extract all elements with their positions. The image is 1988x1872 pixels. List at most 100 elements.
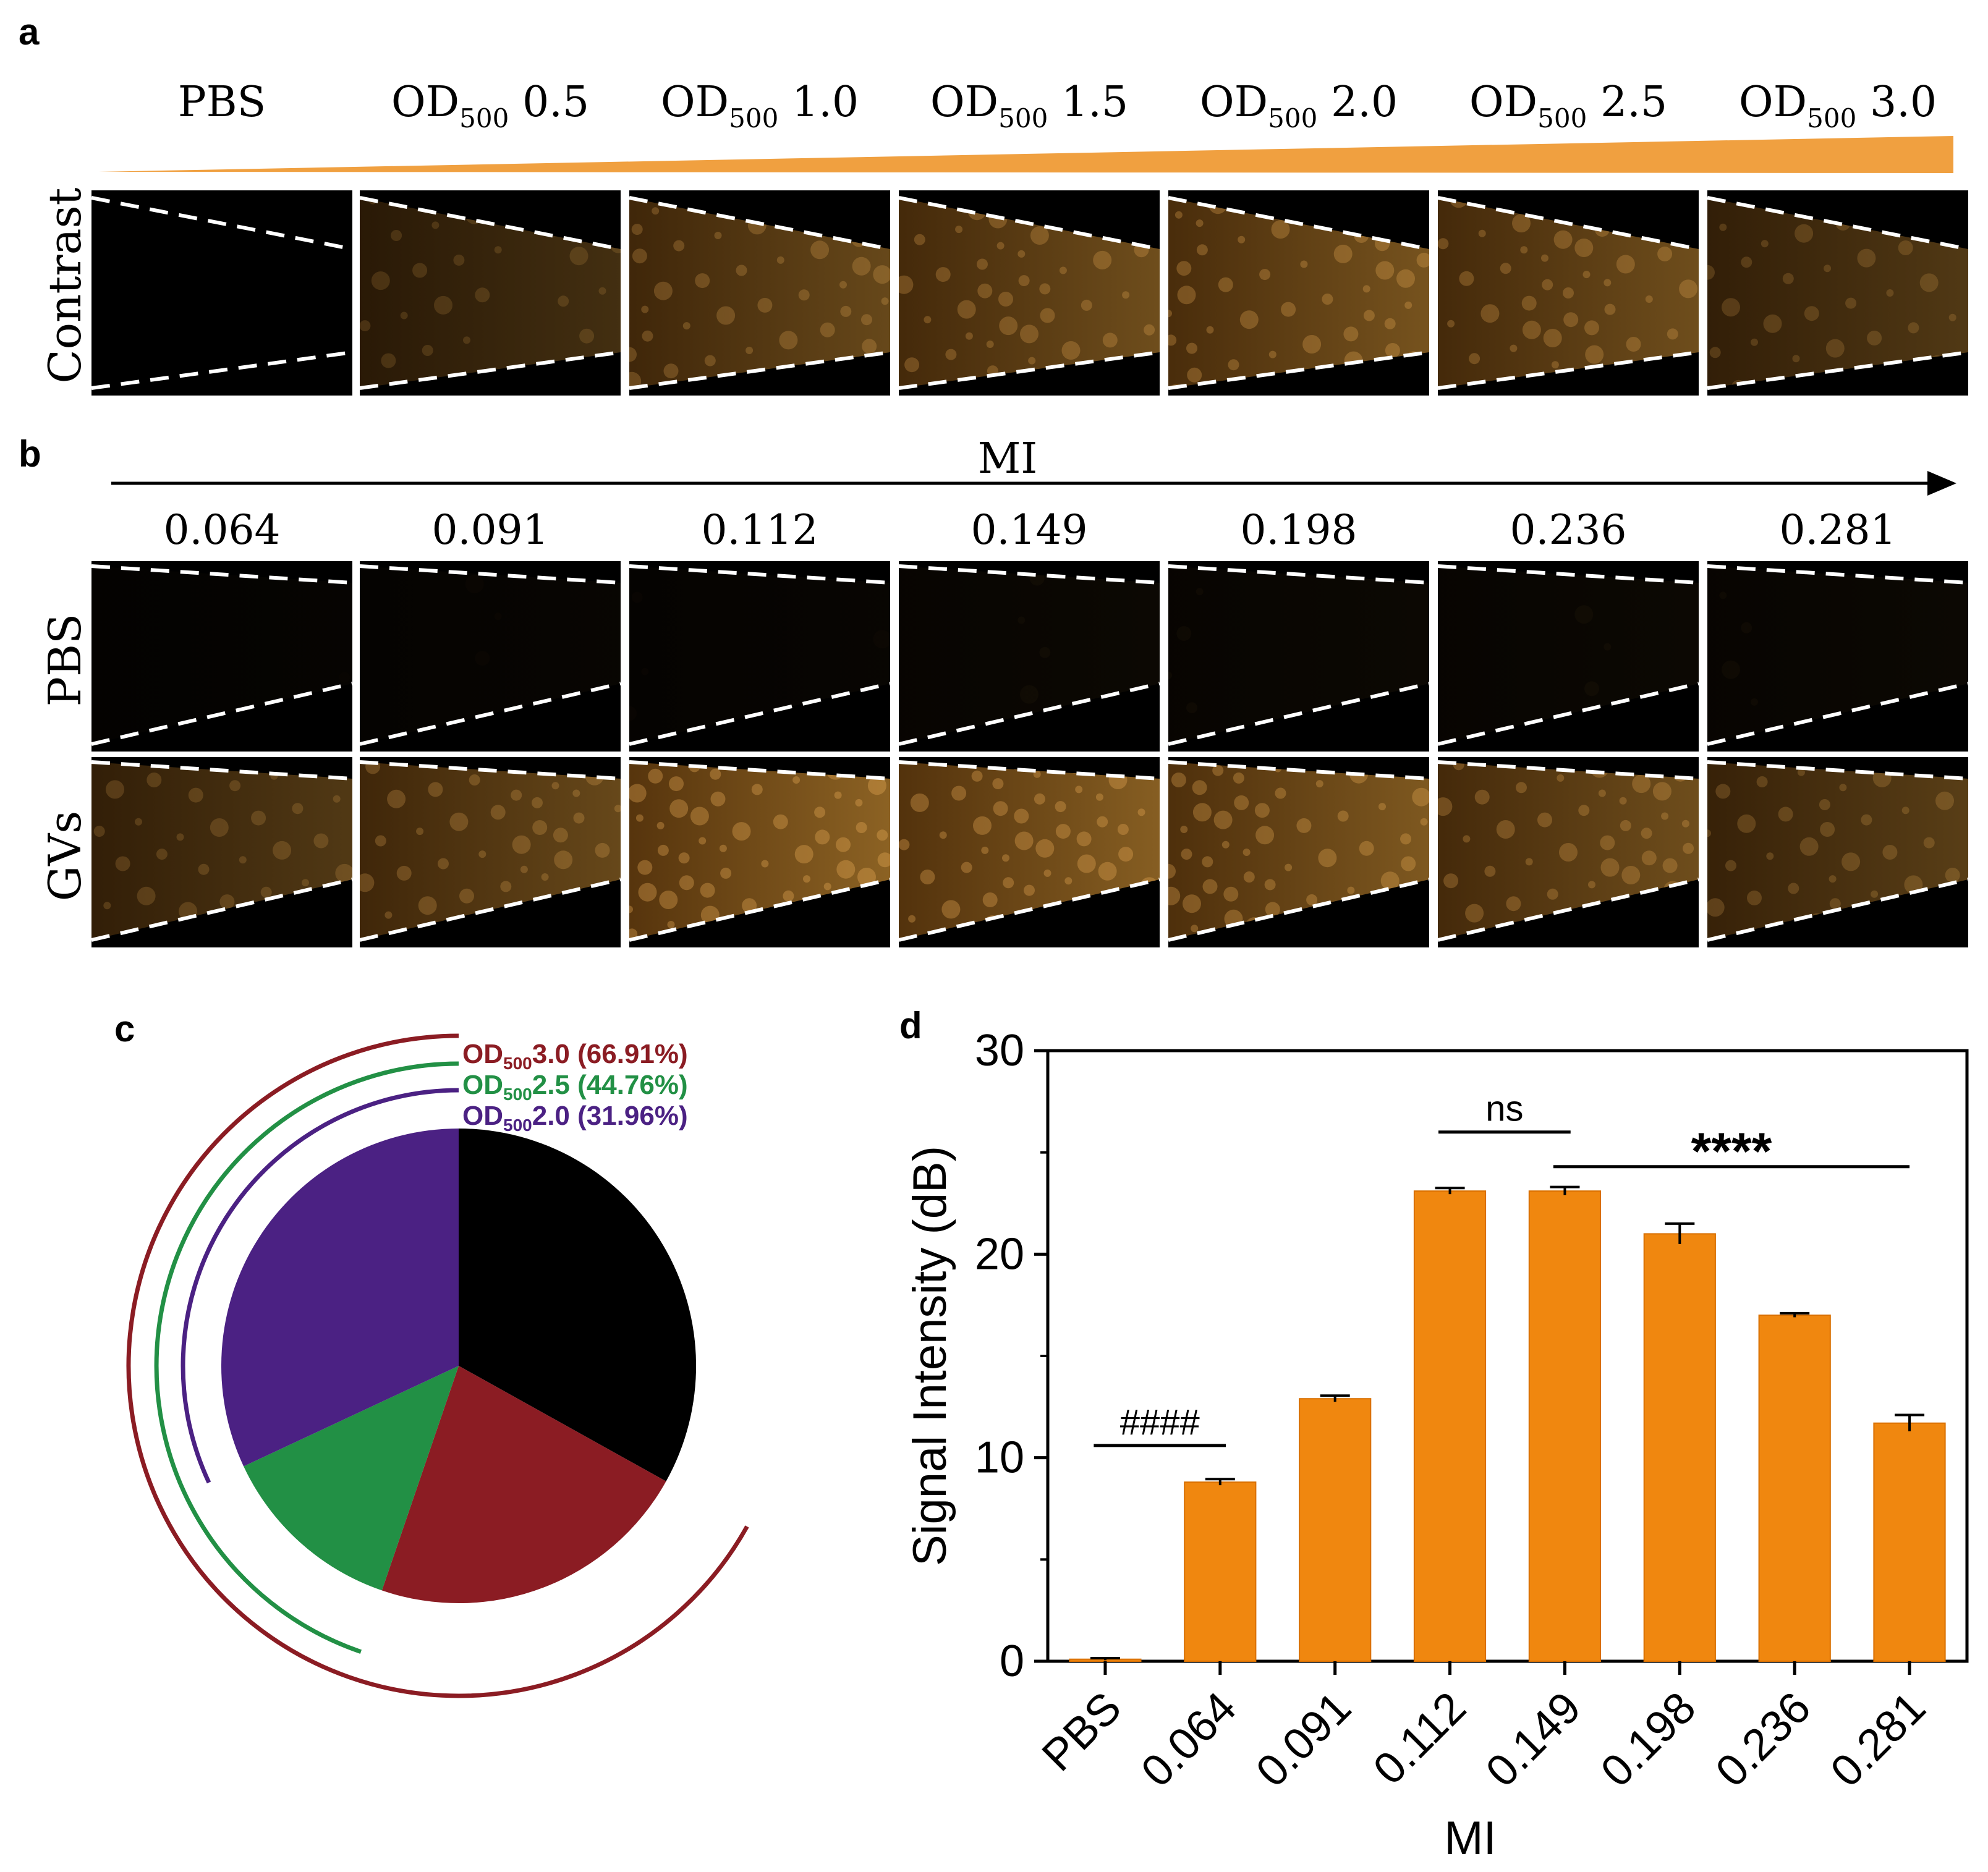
speckle [1271,220,1290,239]
speckle [1459,271,1474,286]
speckle [710,768,721,780]
speckle [1871,890,1879,898]
speckle [1553,230,1573,249]
upper-boundary [1168,760,1430,781]
mi-value: 0.149 [971,506,1088,554]
speckle [776,256,784,264]
speckle [999,316,1018,336]
speckle [1039,283,1051,295]
speckle [251,810,266,826]
speckle [416,828,424,836]
speckle [1359,841,1374,856]
speckle [1522,320,1541,339]
bar [1873,1422,1946,1662]
speckle [1183,894,1201,913]
speckle [1935,791,1954,810]
speckle [1196,219,1204,227]
ultrasound-image [1168,757,1430,947]
speckle [333,795,341,803]
speckle [899,839,910,850]
speckle [622,706,637,721]
speckle [1186,702,1197,713]
cumulative-arcs [126,1033,749,1698]
speckle [1259,269,1271,281]
lower-boundary [629,350,891,390]
speckle [1584,681,1599,696]
ultrasound-image [359,190,621,396]
speckle [1281,302,1296,317]
speckle [453,254,465,266]
speckle [1093,250,1112,269]
speckle [1165,672,1172,679]
row-label: GVs [39,811,91,901]
upper-boundary [1707,196,1969,251]
speckle [673,240,685,252]
speckle [1030,226,1049,245]
bar [1299,1398,1372,1662]
speckle [1857,248,1876,268]
speckle [511,789,522,801]
mi-arrow-head [1927,471,1956,496]
speckle [659,891,678,909]
speckle [1234,795,1249,810]
speckle [1035,839,1055,858]
speckle [1384,318,1396,329]
concentration-gradient [99,136,1953,173]
speckle [1322,294,1333,305]
speckle [1302,335,1322,354]
speckle [1557,774,1565,782]
speckle [1333,244,1353,263]
speckle [1243,871,1255,883]
speckle [400,311,408,320]
speckle [1453,762,1464,771]
upper-boundary [898,196,1160,251]
speckle [773,814,788,829]
speckle [1176,261,1192,276]
speckle [1416,252,1429,268]
arc-label: OD5002.5 (44.76%) [462,1070,688,1104]
speckle [1585,345,1604,364]
image-background [91,561,352,752]
speckle [629,347,637,362]
speckle [1652,782,1672,801]
speckle [1542,279,1553,290]
speckle [1202,856,1213,868]
ultrasound-image [898,757,1160,947]
speckle [1028,357,1036,365]
speckle [861,314,872,326]
arc-label: OD5002.0 (31.96%) [462,1101,688,1135]
bar [1184,1481,1257,1662]
upper-boundary [1437,760,1699,781]
header-base: OD [1200,78,1268,127]
speckle [1645,295,1653,303]
speckle [682,322,690,330]
lower-boundary [898,878,1160,942]
speckle [1102,332,1118,348]
x-tick-label: 0.091 [1247,1683,1361,1797]
speckle [1206,326,1214,334]
concentration-header: OD500 0.5 [391,78,589,133]
speckle [1238,235,1246,244]
speckle [1574,605,1593,624]
upper-boundary [1168,564,1430,585]
speckle [955,226,963,234]
lower-boundary [91,878,353,942]
speckle [679,875,694,891]
speckle [961,862,972,873]
speckle [667,921,675,928]
speckle [1867,331,1882,345]
speckle [1018,275,1030,287]
speckle [1420,818,1428,826]
speckle [1095,793,1103,801]
speckle [1543,329,1562,347]
speckle [904,357,920,373]
panel-label-a: a [19,11,40,53]
speckle [839,281,847,289]
speckle [1747,890,1762,905]
speckle [1061,341,1081,360]
speckle [1799,837,1819,856]
speckle [1824,265,1832,273]
speckle [1055,801,1066,813]
speckle [973,816,992,835]
upper-boundary [1437,564,1699,585]
